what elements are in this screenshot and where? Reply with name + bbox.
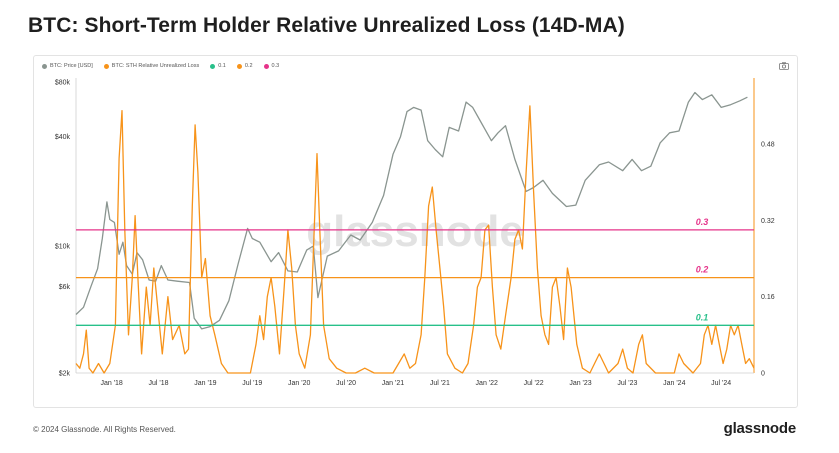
legend-label: 0.2 <box>244 63 253 69</box>
y-left-tick-label: $40k <box>55 134 71 141</box>
x-tick-label: Jul '19 <box>242 380 262 387</box>
level-label: 0.3 <box>696 217 709 227</box>
legend-item[interactable]: BTC: STH Relative Unrealized Loss <box>103 63 200 69</box>
legend-item[interactable]: 0.1 <box>210 63 226 69</box>
level-label: 0.2 <box>696 265 709 275</box>
legend-swatch <box>42 63 47 69</box>
legend-label: BTC: STH Relative Unrealized Loss <box>111 63 200 69</box>
legend-label: 0.3 <box>271 63 280 69</box>
legend-swatch <box>210 63 216 69</box>
y-right-tick-label: 0.16 <box>761 294 775 301</box>
y-right-tick-label: 0.32 <box>761 218 775 225</box>
x-tick-label: Jan '19 <box>194 380 216 387</box>
x-tick-label: Jan '23 <box>569 380 591 387</box>
y-left-tick-label: $2k <box>59 371 71 378</box>
brand-logo: glassnode <box>723 420 797 437</box>
y-right-tick-label: 0 <box>761 371 765 378</box>
x-tick-label: Jan '18 <box>100 380 122 387</box>
legend-item[interactable]: 0.2 <box>236 63 253 69</box>
x-tick-label: Jul '24 <box>711 380 731 387</box>
chart-svg: glassnode $2k $6k $10k $40k $80k 0 0.16 0.32 0.48… <box>55 78 775 387</box>
x-tick-label: Jul '20 <box>336 380 356 387</box>
x-tick-label: Jan '24 <box>663 380 685 387</box>
y-right-tick-label: 0.48 <box>761 142 775 149</box>
x-tick-label: Jul '23 <box>617 380 637 387</box>
legend-label: BTC: Price [USD] <box>50 63 93 69</box>
watermark-text: glassnode <box>306 207 524 256</box>
copyright-text: © 2024 Glassnode. All Rights Reserved. <box>33 425 176 434</box>
y-left-tick-label: $6k <box>59 284 71 291</box>
series-line-price <box>75 91 748 330</box>
y-left-tick-label: $10k <box>55 244 71 251</box>
level-label: 0.1 <box>696 312 709 322</box>
chart-legend: BTC: Price [USD] BTC: STH Relative Unreal… <box>42 63 279 69</box>
x-tick-label: Jan '21 <box>382 380 404 387</box>
x-tick-label: Jul '22 <box>524 380 544 387</box>
y-left-tick-label: $80k <box>55 80 71 87</box>
x-tick-label: Jul '21 <box>430 380 450 387</box>
legend-item[interactable]: BTC: Price [USD] <box>42 63 93 69</box>
legend-swatch <box>236 63 242 69</box>
chart-panel: BTC: Price [USD] BTC: STH Relative Unreal… <box>33 55 798 408</box>
x-tick-label: Jan '20 <box>288 380 310 387</box>
legend-label: 0.1 <box>218 63 226 69</box>
chart-title: BTC: Short-Term Holder Relative Unrealiz… <box>28 14 625 37</box>
x-tick-label: Jul '18 <box>149 380 169 387</box>
legend-swatch <box>103 63 109 69</box>
legend-swatch <box>263 63 269 69</box>
series-line-sth-loss <box>75 105 755 374</box>
legend-item[interactable]: 0.3 <box>263 63 280 69</box>
camera-icon[interactable] <box>779 62 789 70</box>
x-tick-label: Jan '22 <box>476 380 498 387</box>
